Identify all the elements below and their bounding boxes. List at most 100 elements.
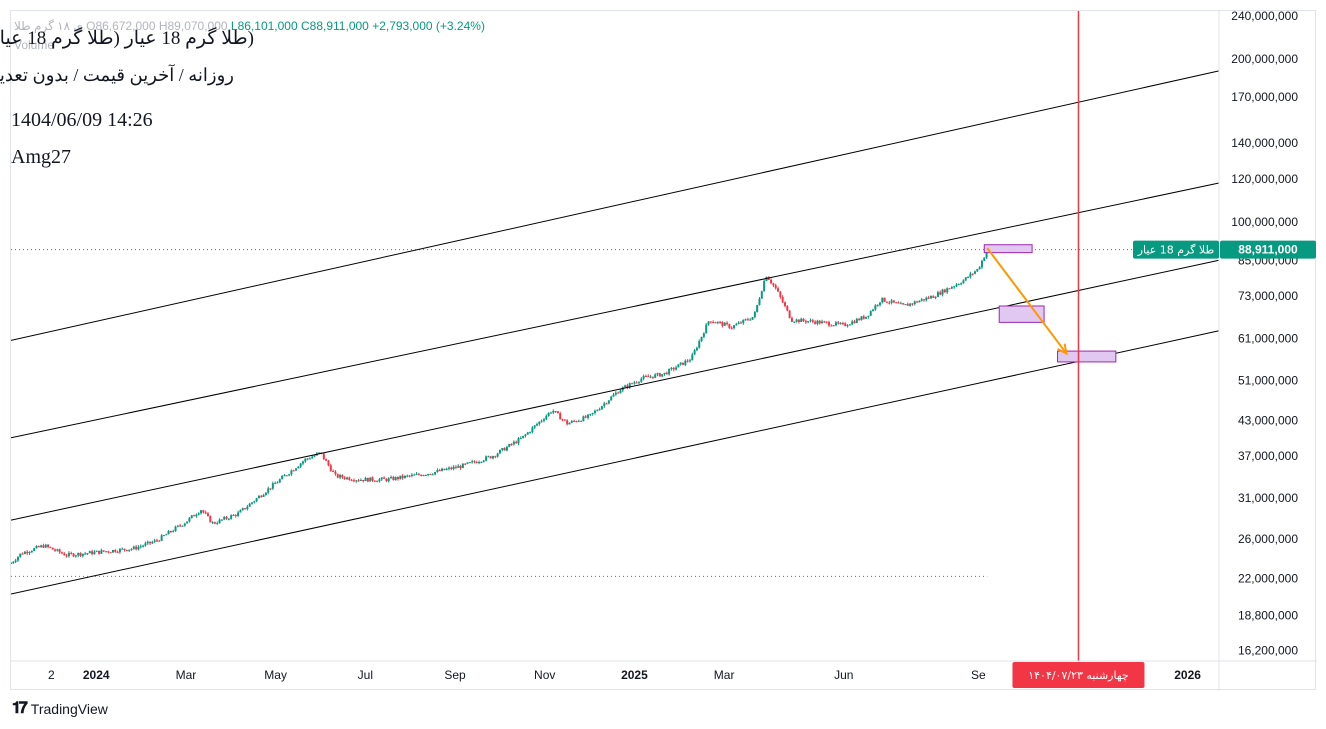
candle-body [612,394,615,397]
candle-body [44,544,47,548]
candle-body [77,552,80,556]
candle-body [183,523,186,526]
candle-body [739,322,742,324]
candle-body [656,373,659,375]
candle-body [515,441,518,444]
candle-body [343,477,346,479]
candle-body [415,473,418,475]
candle-body [913,301,916,305]
candle-body [383,477,386,479]
candle-body [867,315,870,317]
forecast-arrow-group[interactable] [986,247,1068,356]
x-tick-label: 2025 [621,668,648,682]
candle-body [396,477,399,480]
candle-body [246,506,249,510]
candle-body [600,406,603,410]
candle-body [709,321,712,323]
candle-body [906,304,909,306]
y-tick-label: 200,000,000 [1231,52,1298,66]
candle-body [329,465,332,471]
candle-body [839,323,842,325]
candle-body [74,555,77,557]
candle-body [88,551,91,554]
time-axis[interactable]: 2 2024 Mar May Jul Sep Nov 2025 Mar Jun Se 2026 [11,660,1317,682]
channel-lines-group[interactable] [11,70,1220,595]
candle-body [167,530,170,535]
price-axis[interactable]: 240,000,000 200,000,000 170,000,000 140,000… [1218,11,1298,691]
price-chart[interactable]: 240,000,000 200,000,000 170,000,000 140,000… [11,11,1317,691]
candle-body [635,382,638,384]
candle-body [888,302,891,304]
candle-body [480,461,483,463]
candle-body [489,456,492,459]
candle-body [248,503,251,507]
y-tick-label: 140,000,000 [1231,136,1298,150]
candle-body [16,556,19,561]
candle-body [512,441,515,445]
channel-line-upper [11,182,1220,439]
candle-body [151,541,154,544]
candle-body [774,285,777,289]
candle-body [498,449,501,454]
candle-body [473,461,476,463]
candle-body [67,552,70,557]
candle-body [598,409,601,411]
candle-body [142,545,145,547]
x-tick-label: 2024 [83,668,110,682]
candle-body [169,530,172,532]
candle-body [679,362,682,365]
candle-body [902,303,905,305]
candle-body [807,321,810,323]
zones-group[interactable] [983,244,1117,363]
candle-body [11,563,12,565]
candle-body [781,296,784,303]
candle-body [584,416,587,418]
candle-body [232,514,235,516]
x-tick-label: Jun [834,668,853,682]
timestamp: 1404/06/09 14:26 [11,109,153,131]
candle-body [705,324,708,334]
candle-body [160,535,163,541]
candle-body [684,360,687,365]
zone-low [1057,350,1117,363]
candle-body [721,322,724,326]
candle-body [719,321,722,323]
candle-body [714,322,717,324]
candle-body [654,374,657,378]
candle-body [533,425,536,428]
candle-body [304,458,307,462]
candle-body [227,518,230,520]
candle-body [619,390,622,394]
candle-body [946,288,949,293]
candle-body [385,478,388,482]
candle-body [86,553,89,555]
candle-body [49,546,52,548]
candle-body [582,416,585,422]
candle-body [614,392,617,395]
reference-line-group [11,249,1219,577]
candle-body [668,369,671,375]
candle-body [241,508,244,511]
candle-body [244,508,247,510]
candle-body [362,479,365,482]
candle-body [60,552,63,554]
ohlc-close: C88,911,000 [301,19,369,33]
candle-body [193,515,196,517]
candle-body [371,477,374,481]
ohlc-low: L86,101,000 [230,19,298,33]
tradingview-logo[interactable]: 𝟏𝟕 TradingView [12,700,108,718]
candle-body [591,412,594,414]
candle-body [890,300,893,303]
candle-body [128,549,131,551]
candle-body [406,475,409,477]
candle-body [874,305,877,310]
candle-body [962,280,965,284]
channel-line-lower [11,330,1220,595]
candle-body [881,297,884,303]
candle-body [109,552,112,554]
candle-body [264,492,267,495]
candle-body [726,322,729,325]
candle-body [105,551,108,553]
candle-body [538,421,541,425]
candle-body [40,545,43,548]
